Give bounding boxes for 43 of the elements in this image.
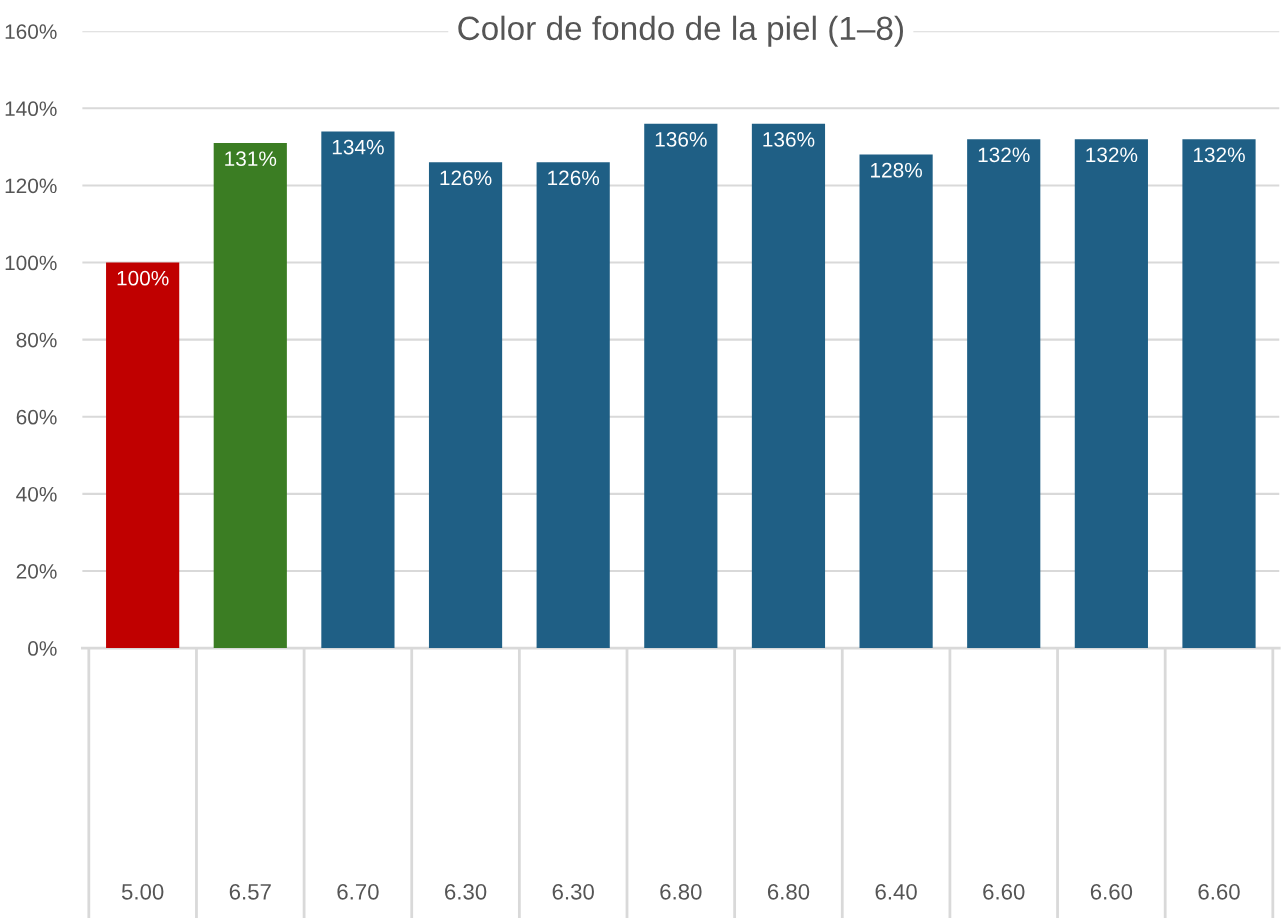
data-label: 128% [871,162,922,178]
text: 6.57 [229,883,271,900]
y-tick-label: 80% [16,332,57,348]
data-label: 134% [332,139,384,155]
text: 6.30 [445,883,487,900]
y-tick-label: 140% [5,101,57,117]
y-tick-label: 0% [28,641,57,656]
text: 6.60 [983,883,1025,900]
y-tick-label: 40% [16,486,57,502]
bar [751,123,826,649]
bar [1074,139,1148,649]
text: 6.80 [767,883,810,900]
text: 6.60 [1090,883,1133,900]
text: 6.30 [552,883,594,900]
y-tick-label: 100% [5,255,57,271]
y-tick-label: 160% [5,24,57,39]
text: 6.60 [1198,883,1240,900]
bar [859,154,933,649]
data-label: 132% [1086,147,1138,163]
data-label: 100% [117,270,169,286]
data-label: 132% [978,147,1030,163]
text: 6.40 [875,883,917,900]
data-label: 136% [763,132,815,147]
bar [106,262,180,649]
text: 5.00 [121,883,164,900]
bar [321,131,395,649]
bar [213,143,287,649]
text: 6.80 [660,883,702,900]
data-label: 132% [1193,147,1245,163]
y-tick-label: 20% [16,564,57,579]
bar [967,139,1041,649]
data-label: 126% [548,170,600,186]
text: 6.70 [337,883,379,900]
chart-title: Color de fondo de la piel (1–8) [458,15,903,47]
y-tick-label: 120% [5,178,57,194]
bar [644,123,718,649]
bar [536,162,610,649]
bar [428,162,503,649]
data-label: 131% [225,151,277,167]
bar [1182,139,1256,649]
data-label: 126% [440,170,492,186]
data-label: 136% [655,132,707,147]
y-tick-label: 60% [16,409,57,425]
